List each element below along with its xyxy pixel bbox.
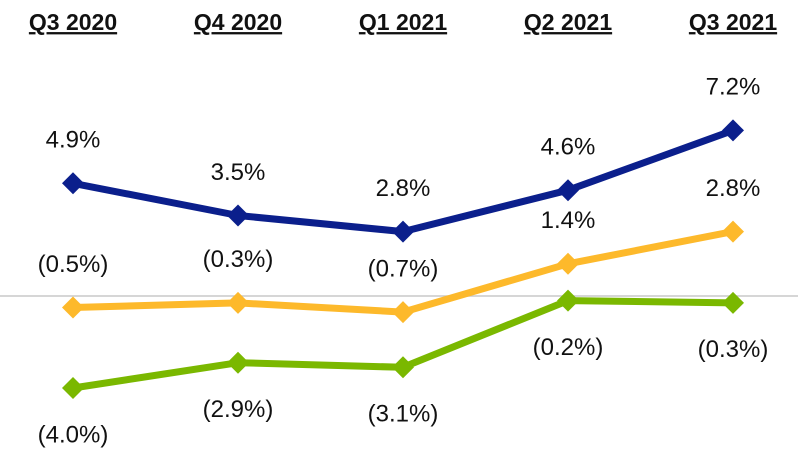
- marker: [392, 356, 414, 379]
- data-label: (4.0%): [38, 421, 109, 448]
- data-label: 4.9%: [46, 127, 101, 154]
- data-label: 3.5%: [211, 159, 266, 186]
- marker: [722, 291, 744, 314]
- marker: [557, 179, 579, 202]
- marker: [62, 172, 84, 195]
- marker: [557, 252, 579, 275]
- data-label: 2.8%: [706, 175, 761, 202]
- x-category-label: Q1 2021: [359, 9, 447, 35]
- data-label: (0.5%): [38, 251, 109, 278]
- x-category-label: Q3 2020: [29, 9, 117, 35]
- marker: [227, 291, 249, 314]
- data-label: (2.9%): [203, 396, 274, 423]
- marker: [62, 296, 84, 319]
- marker: [722, 119, 744, 142]
- data-label: 4.6%: [541, 134, 596, 161]
- marker: [557, 289, 579, 312]
- marker: [392, 220, 414, 243]
- marker: [227, 351, 249, 374]
- marker: [722, 220, 744, 243]
- data-label: (0.2%): [533, 334, 604, 361]
- data-label: (0.3%): [698, 336, 769, 363]
- data-label: 2.8%: [376, 175, 431, 202]
- data-label: (3.1%): [368, 401, 439, 428]
- data-label: 1.4%: [541, 207, 596, 234]
- x-category-label: Q4 2020: [194, 9, 282, 35]
- data-label: (0.3%): [203, 246, 274, 273]
- marker: [392, 301, 414, 324]
- x-category-label: Q2 2021: [524, 9, 612, 35]
- data-label: (0.7%): [368, 255, 439, 282]
- marker: [62, 377, 84, 399]
- x-category-label: Q3 2021: [689, 9, 777, 35]
- data-label: 7.2%: [706, 74, 761, 101]
- marker: [227, 204, 249, 227]
